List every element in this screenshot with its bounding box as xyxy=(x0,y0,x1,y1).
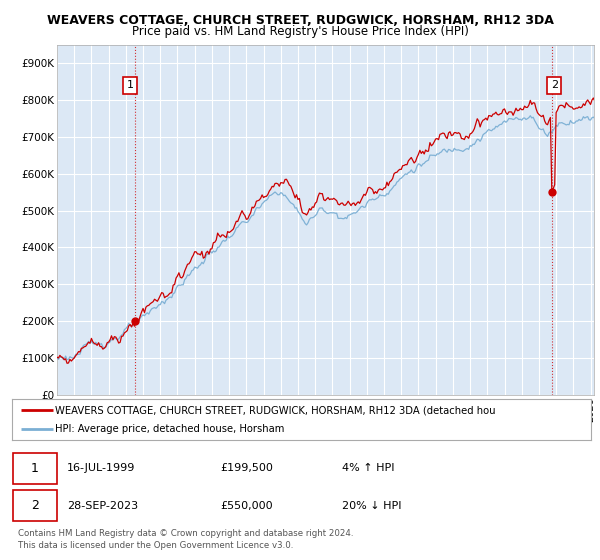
Text: 20% ↓ HPI: 20% ↓ HPI xyxy=(342,501,401,511)
Text: 4% ↑ HPI: 4% ↑ HPI xyxy=(342,463,395,473)
Text: Price paid vs. HM Land Registry's House Price Index (HPI): Price paid vs. HM Land Registry's House … xyxy=(131,25,469,38)
Text: 28-SEP-2023: 28-SEP-2023 xyxy=(67,501,138,511)
Text: 1: 1 xyxy=(127,80,133,90)
Text: 2: 2 xyxy=(551,80,558,90)
Text: WEAVERS COTTAGE, CHURCH STREET, RUDGWICK, HORSHAM, RH12 3DA: WEAVERS COTTAGE, CHURCH STREET, RUDGWICK… xyxy=(47,14,553,27)
Text: Contains HM Land Registry data © Crown copyright and database right 2024.
This d: Contains HM Land Registry data © Crown c… xyxy=(18,529,353,550)
Text: 1: 1 xyxy=(31,462,38,475)
FancyBboxPatch shape xyxy=(13,453,56,484)
Text: £199,500: £199,500 xyxy=(220,463,274,473)
Text: 16-JUL-1999: 16-JUL-1999 xyxy=(67,463,136,473)
Text: WEAVERS COTTAGE, CHURCH STREET, RUDGWICK, HORSHAM, RH12 3DA (detached hou: WEAVERS COTTAGE, CHURCH STREET, RUDGWICK… xyxy=(55,405,496,415)
Text: £550,000: £550,000 xyxy=(220,501,273,511)
FancyBboxPatch shape xyxy=(13,491,56,521)
Text: HPI: Average price, detached house, Horsham: HPI: Average price, detached house, Hors… xyxy=(55,424,285,433)
Text: 2: 2 xyxy=(31,499,38,512)
